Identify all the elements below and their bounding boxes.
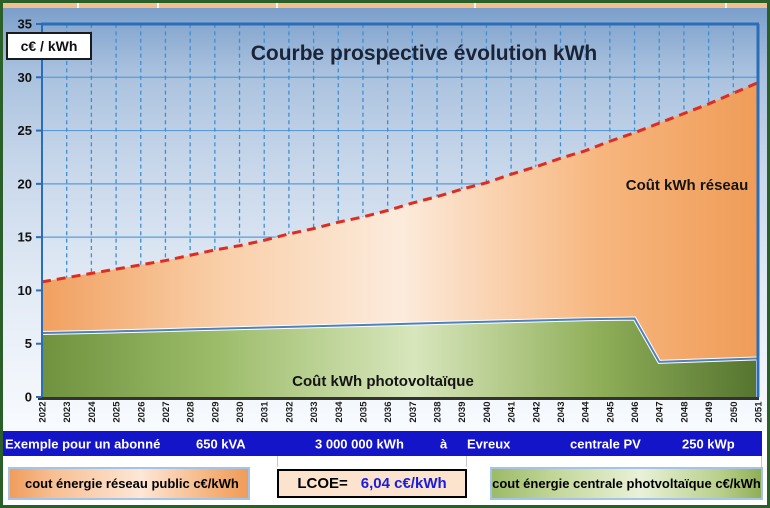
x-tick-label: 2041 [507, 401, 518, 423]
reseau-series-label: Coût kWh réseau [626, 177, 749, 194]
x-tick-label: 2048 [679, 402, 690, 423]
reseau-legend-label: cout énergie réseau public c€/kWh [25, 476, 239, 491]
x-tick-label: 2027 [161, 402, 172, 423]
x-tick-label: 2051 [754, 401, 765, 423]
y-unit-label: c€ / kWh [21, 38, 78, 54]
banner-at-label: à [440, 436, 448, 451]
pv-legend-box[interactable]: cout énergie centrale photvoltaïque c€/k… [490, 467, 763, 500]
y-tick-label: 20 [18, 176, 32, 191]
x-tick-label: 2022 [38, 402, 49, 423]
example-info-banner: Exemple pour un abonné 650 kVA 3 000 000… [3, 431, 762, 456]
x-tick-label: 2028 [186, 402, 197, 423]
x-tick-label: 2037 [408, 402, 419, 423]
x-tick-label: 2024 [87, 401, 98, 423]
x-tick-label: 2029 [210, 402, 221, 423]
lcoe-box[interactable]: LCOE= 6,04 c€/kWh [277, 469, 467, 498]
pv-legend-label: cout énergie centrale photvoltaïque c€/k… [492, 476, 761, 491]
banner-kva-value: 650 kVA [196, 436, 246, 451]
y-tick-label: 15 [18, 230, 32, 245]
y-tick-label: 30 [18, 70, 32, 85]
x-tick-label: 2025 [112, 401, 123, 423]
cell-divider [761, 456, 762, 467]
banner-example-label: Exemple pour un abonné [5, 436, 161, 451]
x-tick-label: 2038 [433, 402, 444, 423]
x-tick-label: 2036 [383, 402, 394, 423]
data-areas [41, 80, 760, 397]
banner-pv-label: centrale PV [570, 436, 641, 451]
pv-series-label: Coût kWh photovoltaïque [292, 373, 474, 390]
lcoe-label: LCOE= [297, 475, 348, 492]
y-tick-label: 10 [18, 283, 32, 298]
x-tick-label: 2044 [581, 401, 592, 423]
cell-divider [276, 3, 278, 8]
reseau-legend-box[interactable]: cout énergie réseau public c€/kWh [8, 467, 250, 500]
x-tick-label: 2050 [729, 402, 740, 423]
y-tick-label: 25 [18, 123, 32, 138]
reseau-dashed-line [41, 80, 760, 397]
cell-divider [277, 456, 278, 467]
y-unit-box [6, 32, 92, 60]
x-tick-label: 2047 [655, 402, 666, 423]
y-tick-label: 5 [25, 336, 32, 351]
x-tick-label: 2023 [62, 402, 73, 423]
x-tick-label: 2035 [358, 401, 369, 423]
cell-divider [474, 3, 476, 8]
cell-divider [77, 3, 79, 8]
x-tick-label: 2040 [482, 402, 493, 423]
x-tick-label: 2033 [309, 402, 320, 423]
banner-city-value: Evreux [467, 436, 511, 451]
x-tick-label: 2045 [605, 401, 616, 423]
x-tick-label: 2031 [260, 401, 271, 423]
x-tick-label: 2026 [136, 402, 147, 423]
x-tick-label: 2049 [704, 402, 715, 423]
top-cell-strip [3, 3, 767, 8]
x-tick-label: 2032 [284, 402, 295, 423]
banner-kwh-value: 3 000 000 kWh [315, 436, 404, 451]
cell-divider [725, 3, 727, 8]
cell-divider [157, 3, 159, 8]
lcoe-value: 6,04 c€/kWh [360, 475, 447, 492]
y-tick-label: 35 [18, 17, 32, 32]
cell-divider [466, 456, 467, 467]
x-tick-label: 2043 [556, 402, 567, 423]
pv-line [41, 317, 759, 397]
x-tick-label: 2034 [334, 401, 345, 423]
pv-area [42, 318, 758, 397]
x-tick-label: 2039 [457, 402, 468, 423]
y-tick-label: 0 [25, 390, 32, 405]
x-tick-label: 2030 [235, 402, 246, 423]
x-tick-label: 2042 [531, 402, 542, 423]
x-tick-label: 2046 [630, 402, 641, 423]
chart-title: Courbe prospective évolution kWh [251, 42, 598, 65]
banner-kwp-value: 250 kWp [682, 436, 735, 451]
